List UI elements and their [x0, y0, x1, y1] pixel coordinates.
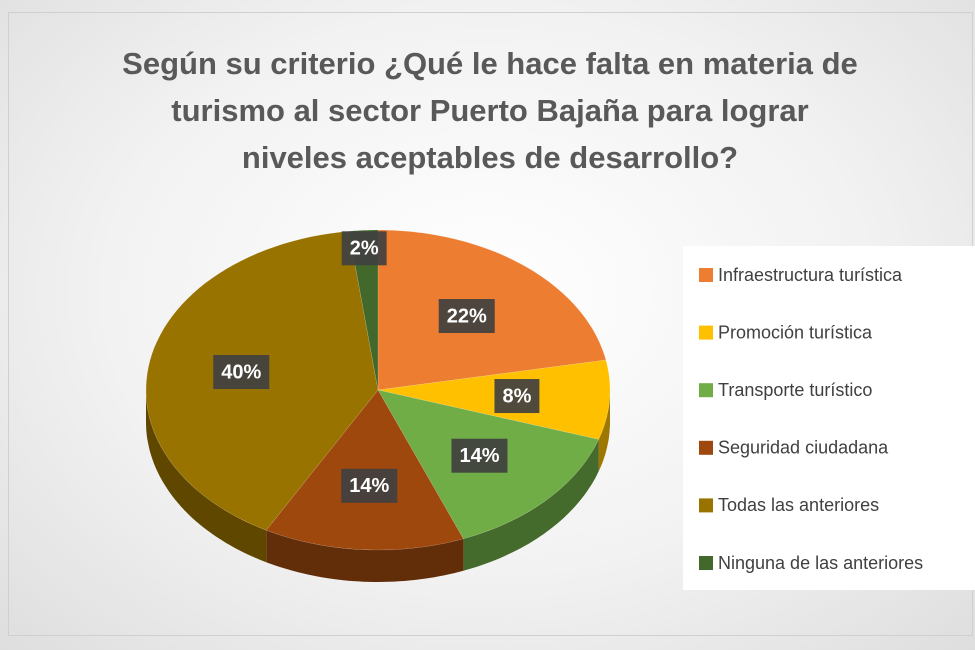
data-label: 8%: [502, 385, 531, 407]
slice-side: [266, 530, 464, 582]
data-label: 14%: [459, 445, 499, 467]
slice-side: [598, 390, 610, 472]
data-label-box: [451, 438, 508, 473]
legend-label: Ninguna de las anteriores: [718, 553, 923, 573]
data-label-box: [494, 379, 540, 414]
legend-label: Transporte turístico: [718, 380, 872, 400]
data-label-box: [213, 355, 270, 390]
legend-label: Infraestructura turística: [718, 265, 903, 285]
data-label-box: [341, 231, 387, 266]
slice-side: [146, 390, 267, 563]
legend-label: Todas las anteriores: [718, 495, 879, 515]
legend-label: Seguridad ciudadana: [718, 438, 889, 458]
data-label: 22%: [447, 305, 487, 327]
legend-swatch: [699, 556, 713, 570]
legend-swatch: [699, 383, 713, 398]
legend-swatch: [699, 440, 713, 455]
data-label: 14%: [349, 475, 389, 497]
legend-box: [683, 246, 975, 590]
data-label-box: [341, 468, 398, 503]
slice-side: [463, 439, 599, 571]
legend-label: Promoción turística: [718, 322, 873, 342]
legend-swatch: [699, 498, 713, 513]
pie-slice: [348, 229, 379, 391]
pie-slice: [377, 359, 611, 440]
data-label-box: [438, 299, 495, 334]
chart-title: Según su criterio ¿Qué le hace falta en …: [122, 46, 858, 175]
data-label: 40%: [221, 361, 261, 383]
legend-swatch: [699, 268, 713, 282]
legend-swatch: [699, 325, 713, 340]
data-label: 2%: [350, 238, 379, 260]
